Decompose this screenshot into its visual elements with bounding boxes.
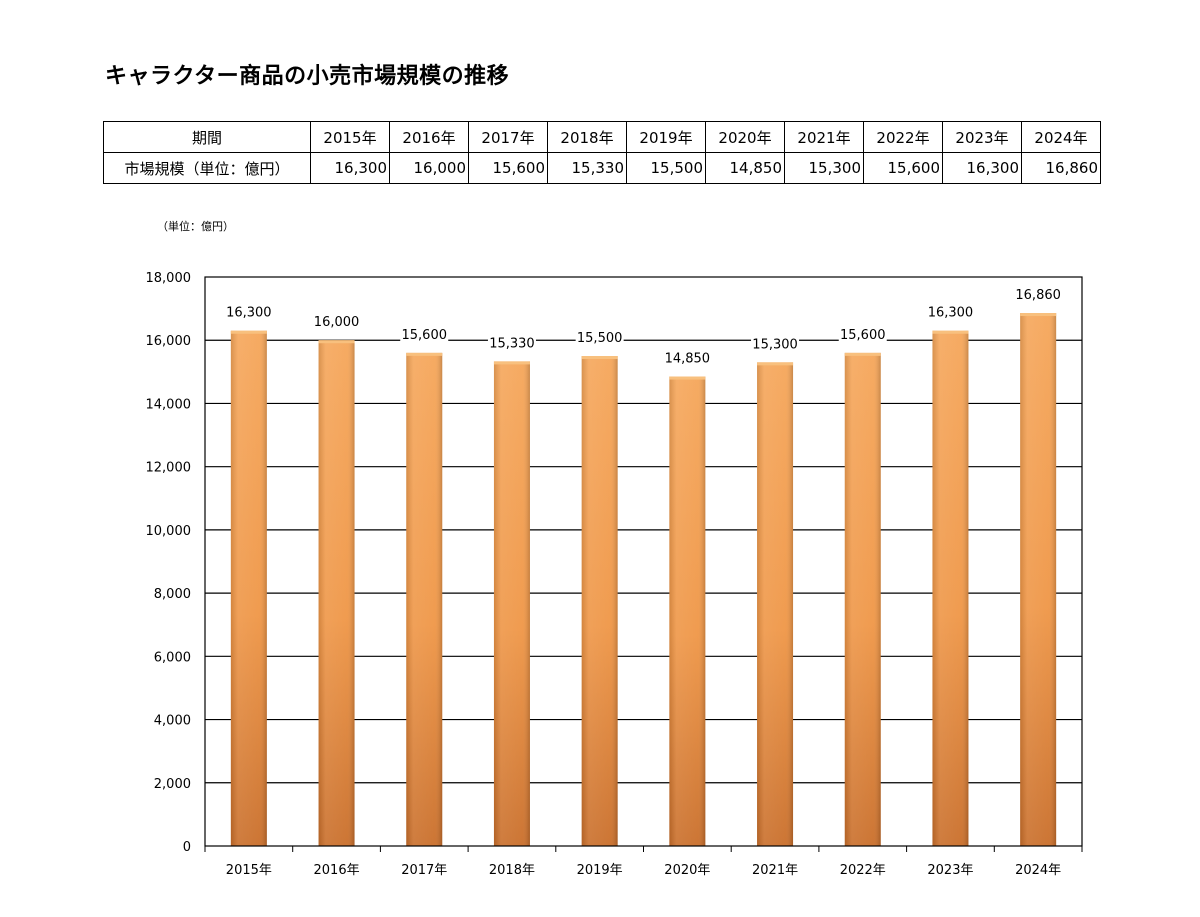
bar-top xyxy=(844,352,881,356)
table-year-cell: 2023年 xyxy=(942,121,1022,153)
data-label-bg xyxy=(224,303,273,320)
bar-shade xyxy=(1020,313,1057,847)
table-year-cell: 2016年 xyxy=(389,121,469,153)
data-label-bg xyxy=(312,313,361,330)
x-tick-label: 2017年 xyxy=(401,863,447,878)
x-tick-label: 2022年 xyxy=(840,863,886,878)
table-value-cell: 15,330 xyxy=(547,152,627,184)
x-tick-label: 2020年 xyxy=(664,863,710,878)
bar-top xyxy=(493,361,530,365)
table-row-label: 市場規模（単位：億円） xyxy=(103,152,311,184)
y-tick-label: 12,000 xyxy=(146,461,192,476)
table-year-cell: 2015年 xyxy=(310,121,390,153)
table-year-cell: 2020年 xyxy=(705,121,785,153)
bar-top xyxy=(757,362,794,366)
y-tick-label: 2,000 xyxy=(154,777,191,792)
x-tick-label: 2019年 xyxy=(577,863,623,878)
table-value-row: 市場規模（単位：億円） 16,300 16,000 15,600 15,330 … xyxy=(103,152,1101,184)
data-label: 16,300 xyxy=(226,306,272,321)
x-tick-label: 2016年 xyxy=(314,863,360,878)
y-tick-label: 10,000 xyxy=(146,524,192,539)
y-tick-label: 4,000 xyxy=(154,714,191,729)
table-value-cell: 15,300 xyxy=(784,152,864,184)
y-tick-label: 6,000 xyxy=(154,650,191,665)
table-year-cell: 2024年 xyxy=(1021,121,1101,153)
y-tick-label: 18,000 xyxy=(146,271,192,286)
bar-shade xyxy=(406,352,443,846)
bar-shade xyxy=(757,362,794,846)
x-tick-label: 2024年 xyxy=(1015,863,1061,878)
table-year-cell: 2022年 xyxy=(863,121,943,153)
table-value-cell: 16,000 xyxy=(389,152,469,184)
table-header-row: 期間 2015年 2016年 2017年 2018年 2019年 2020年 2… xyxy=(103,121,1101,153)
data-label: 15,600 xyxy=(840,328,886,343)
data-label: 15,330 xyxy=(489,336,535,351)
unit-label: （単位：億円） xyxy=(157,220,234,233)
data-label-bg xyxy=(575,329,624,346)
table-value-cell: 16,300 xyxy=(310,152,390,184)
data-label-bg xyxy=(926,303,975,320)
data-table: 期間 2015年 2016年 2017年 2018年 2019年 2020年 2… xyxy=(103,121,1101,184)
bar-shade xyxy=(932,330,969,846)
table-year-cell: 2018年 xyxy=(547,121,627,153)
bar-top xyxy=(318,340,355,344)
data-label: 15,300 xyxy=(752,337,798,352)
data-label-bg xyxy=(400,325,449,342)
data-label-bg xyxy=(663,349,712,366)
bar-shade xyxy=(230,330,267,846)
table-value-cell: 15,500 xyxy=(626,152,706,184)
table-header-label: 期間 xyxy=(103,121,311,153)
bar-top xyxy=(932,330,969,334)
data-label-bg xyxy=(751,335,800,352)
data-label-bg xyxy=(1014,286,1063,303)
data-label: 15,600 xyxy=(402,328,448,343)
bar-shade xyxy=(318,340,355,846)
y-tick-label: 8,000 xyxy=(154,587,191,602)
data-label: 16,300 xyxy=(928,306,974,321)
bar-top xyxy=(581,356,618,360)
bar-shade xyxy=(844,352,881,846)
x-tick-label: 2021年 xyxy=(752,863,798,878)
bar-top xyxy=(1020,313,1057,317)
bar-top xyxy=(669,376,706,380)
table-year-cell: 2019年 xyxy=(626,121,706,153)
bar-shade xyxy=(581,356,618,846)
table-value-cell: 16,860 xyxy=(1021,152,1101,184)
bar-shade xyxy=(669,376,706,846)
x-tick-label: 2015年 xyxy=(226,863,272,878)
table-value-cell: 14,850 xyxy=(705,152,785,184)
bar-top xyxy=(230,330,267,334)
x-tick-label: 2018年 xyxy=(489,863,535,878)
y-tick-label: 16,000 xyxy=(146,334,192,349)
data-label: 16,860 xyxy=(1015,288,1061,303)
bar-shade xyxy=(493,361,530,846)
y-tick-label: 0 xyxy=(183,840,191,855)
data-label-bg xyxy=(487,334,536,351)
bar-top xyxy=(406,352,443,356)
table-value-cell: 15,600 xyxy=(863,152,943,184)
page-title: キャラクター商品の小売市場規模の推移 xyxy=(105,64,510,89)
data-label: 15,500 xyxy=(577,331,623,346)
x-tick-label: 2023年 xyxy=(927,863,973,878)
y-tick-label: 14,000 xyxy=(146,397,192,412)
data-label: 14,850 xyxy=(665,352,711,367)
data-label-bg xyxy=(838,325,887,342)
data-label: 16,000 xyxy=(314,315,360,330)
